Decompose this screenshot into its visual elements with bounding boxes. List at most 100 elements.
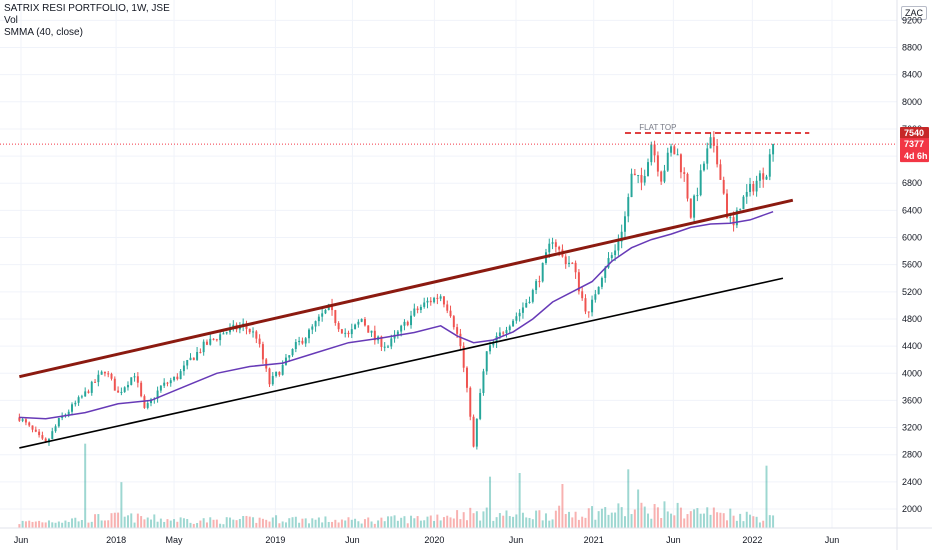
candle-body (123, 387, 126, 392)
candle-body (696, 195, 699, 197)
candle-body (248, 328, 251, 333)
volume-bar (54, 522, 57, 528)
candle-body (699, 170, 702, 196)
volume-bar (647, 513, 649, 528)
candle-body (706, 148, 709, 164)
candle-body (587, 311, 590, 313)
volume-bar (363, 519, 366, 528)
candle-body (485, 351, 488, 372)
candle-body (689, 198, 692, 218)
candle-body (640, 175, 643, 183)
candle-body (419, 306, 422, 311)
candle-body (413, 308, 416, 316)
volume-bar (317, 517, 320, 528)
volume-bar (324, 516, 327, 528)
volume-bar (587, 508, 590, 528)
candle-body (205, 341, 208, 345)
volume-bar (479, 520, 482, 528)
candle-body (568, 262, 571, 265)
volume-bar (156, 521, 159, 528)
volume-bar (192, 523, 195, 528)
candle-body (426, 300, 429, 303)
candle-body (209, 338, 212, 345)
candle-body (429, 300, 432, 303)
volume-bar (472, 513, 475, 528)
volume-bar (347, 517, 350, 528)
candle-body (350, 329, 353, 335)
volume-bar (469, 507, 472, 528)
volume-indicator-label[interactable]: Vol (4, 15, 18, 26)
smma-indicator-label[interactable]: SMMA (40, close) (4, 27, 83, 38)
volume-bar (465, 520, 468, 528)
volume-bar (166, 519, 169, 528)
candle-body (647, 162, 649, 177)
volume-bar (390, 516, 393, 528)
volume-bar (205, 522, 208, 528)
candle-body (393, 334, 396, 339)
annotations: FLAT TOP (639, 123, 676, 132)
candle-body (136, 376, 139, 383)
price-axis-tick: 6000 (902, 233, 922, 243)
candle-body (199, 351, 202, 353)
candle-body (321, 313, 324, 317)
currency-badge[interactable]: ZAC (901, 6, 927, 20)
candle-body (406, 321, 409, 326)
grid (0, 0, 897, 528)
volume-bar (31, 521, 34, 528)
volume-bar (762, 520, 765, 528)
volume-bar (696, 508, 699, 528)
candle-body (686, 173, 689, 199)
time-axis-tick: 2021 (584, 535, 604, 545)
volume-bar (406, 523, 409, 528)
volume-bar (215, 519, 218, 528)
candle-body (729, 217, 732, 219)
volume-bar (34, 521, 37, 528)
price-axis-tick: 2400 (902, 477, 922, 487)
time-axis-tick: Jun (14, 535, 29, 545)
volume-bar (107, 520, 110, 528)
candle-body (222, 333, 225, 335)
volume-bar (772, 515, 775, 528)
candle-body (591, 299, 594, 313)
candle-body (416, 308, 419, 311)
candle-body (492, 342, 495, 346)
volume-bar (265, 519, 268, 528)
volume-bar (284, 522, 287, 528)
candle-body (423, 302, 426, 307)
candle-body (159, 385, 162, 391)
time-axis-tick: 2019 (265, 535, 285, 545)
candle-body (755, 180, 758, 192)
last-price-tag (900, 138, 929, 163)
volume-bar (670, 513, 673, 528)
volume-bar (327, 521, 330, 528)
candle-body (21, 419, 24, 421)
volume-bar (21, 520, 24, 528)
candle-body (340, 329, 343, 334)
volume-bar (334, 519, 337, 528)
time-axis[interactable]: Jun 2018 May 2019 Jun 2020 Jun 2021 Jun 2022 Jun (0, 527, 932, 545)
candle-body (512, 320, 515, 327)
candle-body (308, 329, 310, 339)
candle-body (693, 195, 696, 218)
volume-bar (693, 509, 696, 528)
price-axis[interactable]: 2000 2400 2800 3200 3600 4000 4400 4800 5200 5600… (896, 0, 922, 550)
candle-body (712, 137, 715, 146)
volume-bar (439, 520, 442, 528)
candle-body (182, 365, 185, 372)
volume-bar (261, 518, 264, 528)
price-axis-tick: 8800 (902, 43, 922, 53)
candle-body (521, 307, 524, 313)
volume-bar (113, 512, 116, 528)
candle-body (311, 326, 314, 330)
candle-body (623, 216, 626, 232)
volume-bar (462, 512, 465, 528)
volume-bar (732, 515, 735, 528)
candle-body (261, 344, 264, 360)
volume-bar (650, 518, 653, 528)
volume-bar (123, 516, 126, 528)
candle-body (344, 332, 347, 334)
volume-bar (584, 517, 587, 528)
volume-bar (140, 516, 143, 528)
volume-bar (255, 522, 258, 528)
